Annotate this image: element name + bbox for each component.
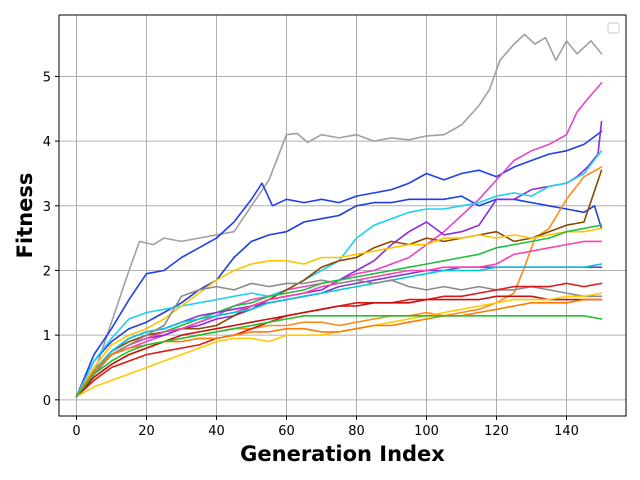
x-tick-label: 20	[138, 424, 155, 439]
y-tick-label: 1	[43, 329, 51, 344]
series-line	[75, 263, 603, 398]
y-tick-label: 2	[43, 264, 51, 279]
x-tick-label: 60	[278, 424, 295, 439]
series-line	[75, 195, 603, 398]
series-line	[75, 227, 603, 398]
x-tick-label: 0	[72, 424, 80, 439]
series-line	[75, 33, 603, 398]
series-line	[75, 315, 603, 398]
x-tick-label: 40	[208, 424, 225, 439]
plot-frame	[58, 14, 627, 417]
x-tick-label: 120	[484, 424, 509, 439]
y-tick-label: 4	[43, 135, 51, 150]
y-tick-label: 5	[43, 70, 51, 85]
axis-ticks: 0 20 40 60 80 100 120 140 0 1 2 3 4 5	[43, 70, 579, 439]
y-tick-label: 3	[43, 200, 51, 215]
legend-box	[607, 22, 620, 34]
series-line	[75, 130, 603, 398]
y-tick-label: 0	[43, 394, 51, 409]
x-tick-label: 100	[414, 424, 439, 439]
x-axis-title: Generation Index	[240, 442, 445, 466]
grid	[59, 15, 626, 416]
y-axis-title: Fitness	[13, 173, 37, 259]
series-lines	[75, 33, 603, 398]
x-tick-label: 140	[554, 424, 579, 439]
x-tick-label: 80	[348, 424, 365, 439]
series-line	[75, 279, 603, 398]
series-line	[75, 120, 603, 398]
